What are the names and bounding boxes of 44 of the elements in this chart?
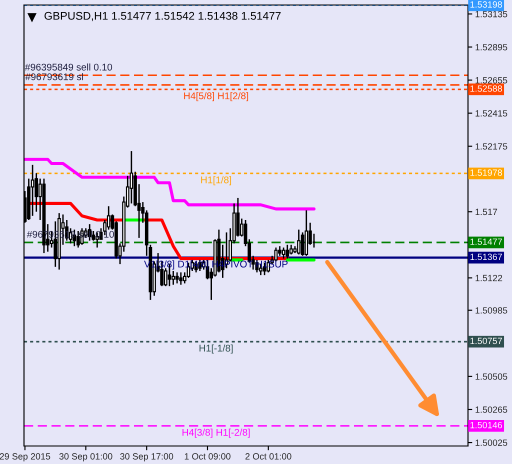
- y-tick-label: 1.52175: [476, 143, 508, 150]
- text: GBPUSD,H1 1.51477 1.51542 1.51438 1.51477: [44, 12, 281, 22]
- x-tick-label: 30 Sep 01:00: [59, 453, 112, 462]
- x-tick-label: 29 Sep 2015: [0, 453, 50, 462]
- candlestick: [286, 244, 290, 260]
- ref-line-label: 1.51978: [470, 169, 502, 176]
- candlestick: [30, 164, 34, 217]
- ref-line-label: 1.50757: [470, 338, 502, 344]
- annotation: H1[-1/8]: [200, 344, 233, 354]
- y-tick-label: 1.50505: [476, 373, 508, 380]
- x-tick-label: 2 Oct 01:00: [245, 453, 292, 460]
- y-tick-label: 1.50985: [476, 307, 508, 314]
- candlestick: [304, 210, 308, 257]
- annotation: H1[1/8]: [201, 176, 232, 186]
- candlestick: [300, 232, 304, 257]
- y-tick-label: 1.50025: [476, 440, 508, 446]
- ref-line-label: 1.50146: [470, 422, 502, 428]
- y-tick-label: 1.52655: [476, 77, 508, 84]
- ref-line-label: 1.52588: [470, 85, 502, 92]
- candlestick: [175, 272, 179, 284]
- line-series: [24, 158, 316, 210]
- annotation: H4[5/8] H1[2/8]: [184, 92, 248, 102]
- ref-line-label: 1.51367: [470, 254, 502, 260]
- y-tick-label: 1.52895: [476, 44, 508, 50]
- candlestick: [289, 244, 293, 256]
- y-tick-label: 1.52415: [476, 110, 508, 117]
- annotation: H4[3/8] H1[-2/8]: [182, 428, 250, 438]
- annotation: #96395849 sell 0.10: [24, 63, 112, 71]
- y-tick-label: 1.517: [476, 208, 498, 216]
- candlestick: [130, 150, 134, 204]
- y-tick-label: 1.50265: [476, 406, 508, 413]
- ref-line-label: 1.51477: [470, 238, 502, 245]
- candlestick: [164, 268, 168, 287]
- candlestick: [278, 245, 282, 257]
- x-tick-label: 1 Oct 09:00: [184, 453, 230, 460]
- candlestick: [236, 197, 240, 238]
- y-tick-label: 1.5122: [476, 274, 502, 282]
- x-tick-label: 30 Sep 17:00: [120, 453, 174, 462]
- ref-line-label: 1.53198: [470, 1, 502, 8]
- y-tick-label: 1.53135: [476, 10, 508, 18]
- candlestick: [179, 272, 183, 286]
- candlestick: [297, 228, 300, 256]
- candlestick: [172, 270, 175, 286]
- candlestick: [282, 246, 286, 260]
